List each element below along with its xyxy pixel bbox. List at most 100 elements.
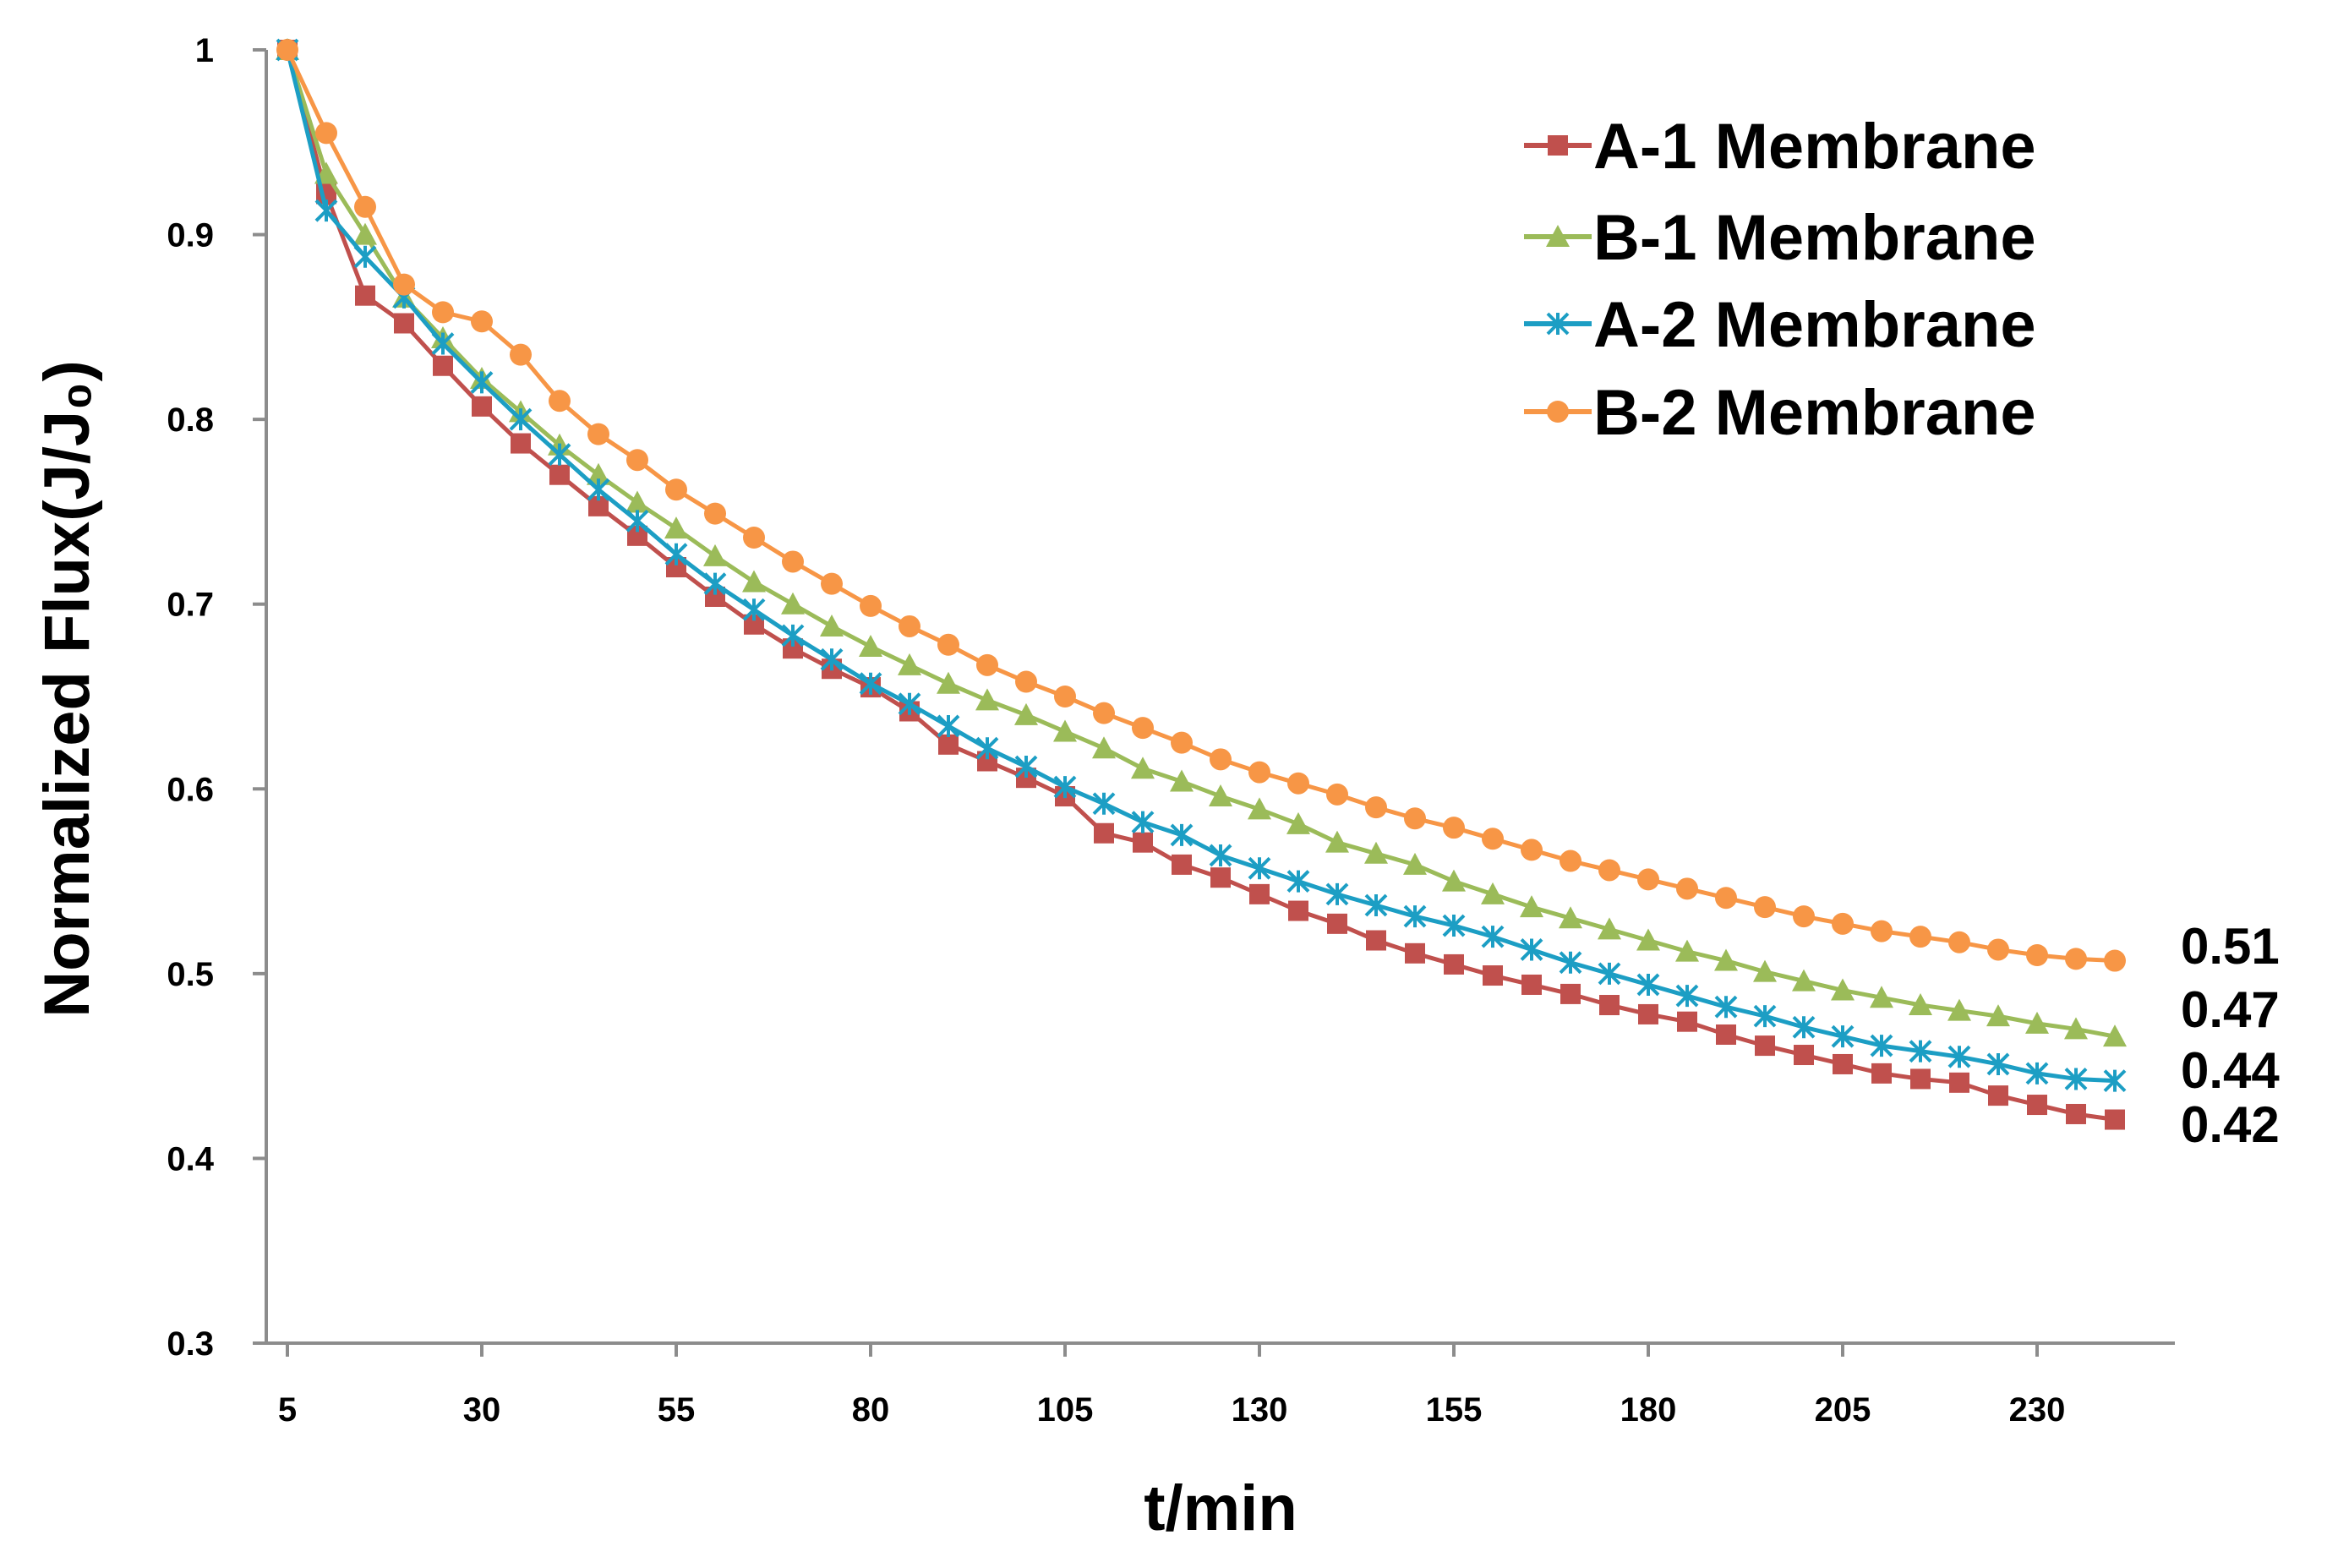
data-point [471, 310, 493, 333]
data-point [1210, 748, 1232, 771]
legend-marker [1546, 312, 1570, 336]
data-point [743, 527, 765, 549]
data-point [1014, 702, 1038, 725]
data-point [1403, 852, 1427, 875]
data-point [821, 572, 843, 595]
legend: A-1 Membrane B-1 Membrane A-2 Membrane B-2 … [1524, 111, 2036, 449]
data-point [1249, 883, 1270, 904]
data-point [548, 443, 571, 467]
data-point [2065, 948, 2087, 970]
data-point [1481, 882, 1505, 904]
x-tick-label: 55 [658, 1391, 696, 1429]
data-point [433, 355, 453, 376]
data-point [276, 39, 298, 61]
data-point [1132, 717, 1154, 740]
x-tick-label: 130 [1232, 1391, 1288, 1429]
data-point [1327, 913, 1347, 934]
data-point [1560, 850, 1581, 872]
data-point [1714, 948, 1738, 971]
x-tick-label: 105 [1037, 1391, 1094, 1429]
data-point [1442, 869, 1466, 892]
x-tick-label: 230 [2009, 1391, 2066, 1429]
data-point [1521, 974, 1542, 995]
x-tick-label: 30 [463, 1391, 501, 1429]
data-point [1287, 772, 1309, 795]
data-point [353, 245, 377, 269]
data-point [1636, 928, 1660, 951]
data-point [665, 478, 687, 501]
y-tick-label: 0.8 [167, 402, 214, 439]
data-point [1753, 1004, 1777, 1028]
axes [265, 50, 2175, 1345]
data-point [1248, 856, 1271, 880]
data-point [937, 714, 960, 738]
data-point [1133, 832, 1153, 853]
series-b-2-membrane [276, 39, 2126, 972]
data-point [898, 653, 921, 675]
x-tick-label: 180 [1620, 1391, 1677, 1429]
data-point [2025, 1062, 2049, 1085]
data-point [1638, 1003, 1658, 1024]
legend-label: A-1 Membrane [1593, 111, 2036, 183]
data-point [1715, 887, 1737, 910]
end-value-label: 0.44 [2181, 1042, 2280, 1099]
data-point [1405, 942, 1425, 964]
data-point [820, 614, 844, 636]
data-point [1248, 761, 1270, 784]
end-value-label: 0.51 [2181, 918, 2280, 975]
legend-label: A-2 Membrane [1593, 289, 2036, 361]
data-point [1947, 998, 1971, 1021]
data-point [509, 407, 533, 431]
data-point [976, 653, 998, 676]
data-point [625, 490, 649, 513]
data-point [587, 478, 610, 501]
end-value-label: 0.42 [2181, 1096, 2280, 1153]
data-point [703, 544, 727, 566]
data-point [1987, 938, 2009, 961]
data-point [1909, 993, 1932, 1016]
data-point [1637, 868, 1659, 891]
data-point [1364, 841, 1388, 864]
data-point [354, 195, 376, 218]
data-point [859, 672, 882, 696]
data-point [1714, 995, 1738, 1019]
data-point [704, 502, 726, 525]
data-point [1521, 839, 1543, 861]
data-point [937, 633, 959, 656]
x-ticks: 5 30 55 80 105 130 155 180 205 230 [278, 1343, 2066, 1429]
y-tick-label: 0.6 [167, 771, 214, 808]
data-point [664, 516, 688, 539]
y-ticks: 0.3 0.4 0.5 0.6 0.7 0.8 0.9 1 [167, 32, 266, 1363]
data-point [1986, 1004, 2010, 1027]
data-point [1636, 973, 1660, 997]
data-point [2104, 949, 2126, 972]
data-point [353, 222, 377, 245]
data-point [742, 570, 766, 593]
data-point [1210, 867, 1231, 888]
data-point [1131, 811, 1155, 834]
legend-item: B-2 Membrane [1524, 377, 2036, 449]
data-point [1286, 870, 1310, 893]
data-point [2064, 1017, 2088, 1040]
y-tick-label: 1 [195, 32, 214, 69]
data-point [1286, 811, 1310, 834]
data-point [1794, 1045, 1814, 1066]
data-point [1831, 1024, 1855, 1048]
x-tick-label: 205 [1815, 1391, 1871, 1429]
data-point [511, 433, 531, 454]
legend-label: B-2 Membrane [1593, 377, 2036, 449]
data-point [742, 598, 766, 621]
data-point [1131, 757, 1155, 779]
data-point [1326, 783, 1348, 806]
data-point [1598, 917, 1621, 940]
data-point [1325, 882, 1349, 906]
data-point [1948, 931, 1970, 953]
data-point [1325, 830, 1349, 853]
data-point [394, 313, 414, 334]
legend-item: A-1 Membrane [1524, 111, 2036, 183]
series-line [285, 49, 2116, 1039]
data-point [1366, 930, 1386, 951]
data-point [1986, 1052, 2010, 1076]
legend-item: B-1 Membrane [1524, 202, 2036, 274]
